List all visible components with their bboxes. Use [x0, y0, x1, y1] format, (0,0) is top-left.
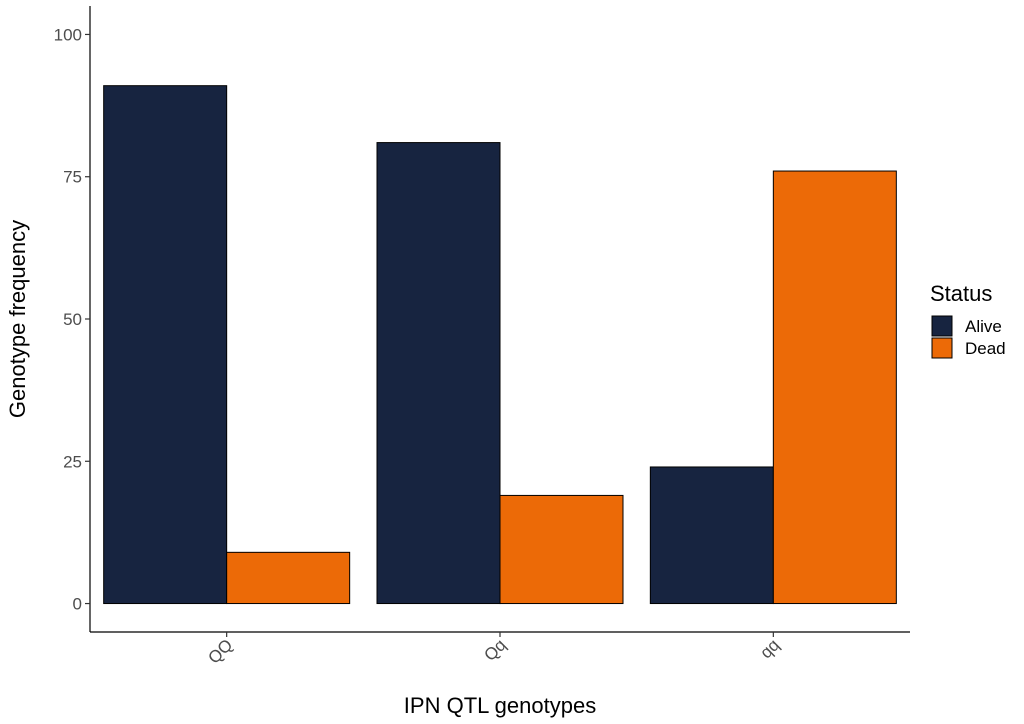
legend-title: Status: [930, 281, 992, 306]
x-tick-label: qq: [756, 635, 783, 662]
bar-alive-Qq: [376, 142, 501, 605]
y-axis-title: Genotype frequency: [5, 220, 30, 418]
bar-alive-QQ: [103, 85, 228, 605]
x-ticks: QQ Qq qq: [204, 632, 783, 668]
legend-swatch-dead: [931, 337, 953, 359]
y-tick-label: 0: [73, 595, 82, 614]
bars-layer: [103, 85, 897, 605]
legend: Status Alive Dead: [930, 281, 1006, 359]
bar-dead-Qq: [499, 494, 624, 605]
x-axis-title: IPN QTL genotypes: [404, 693, 596, 718]
y-tick-label: 100: [54, 25, 82, 44]
bar-alive-qq: [649, 466, 774, 605]
legend-label-dead: Dead: [965, 339, 1006, 358]
x-tick-label: Qq: [480, 635, 509, 664]
x-tick-label: QQ: [204, 635, 236, 667]
y-tick-label: 50: [63, 310, 82, 329]
y-ticks: 0 25 50 75 100: [54, 25, 90, 614]
legend-swatch-alive: [931, 315, 953, 337]
legend-label-alive: Alive: [965, 317, 1002, 336]
y-tick-label: 25: [63, 452, 82, 471]
y-tick-label: 75: [63, 168, 82, 187]
bar-dead-QQ: [226, 551, 351, 605]
bar-dead-qq: [772, 170, 897, 605]
